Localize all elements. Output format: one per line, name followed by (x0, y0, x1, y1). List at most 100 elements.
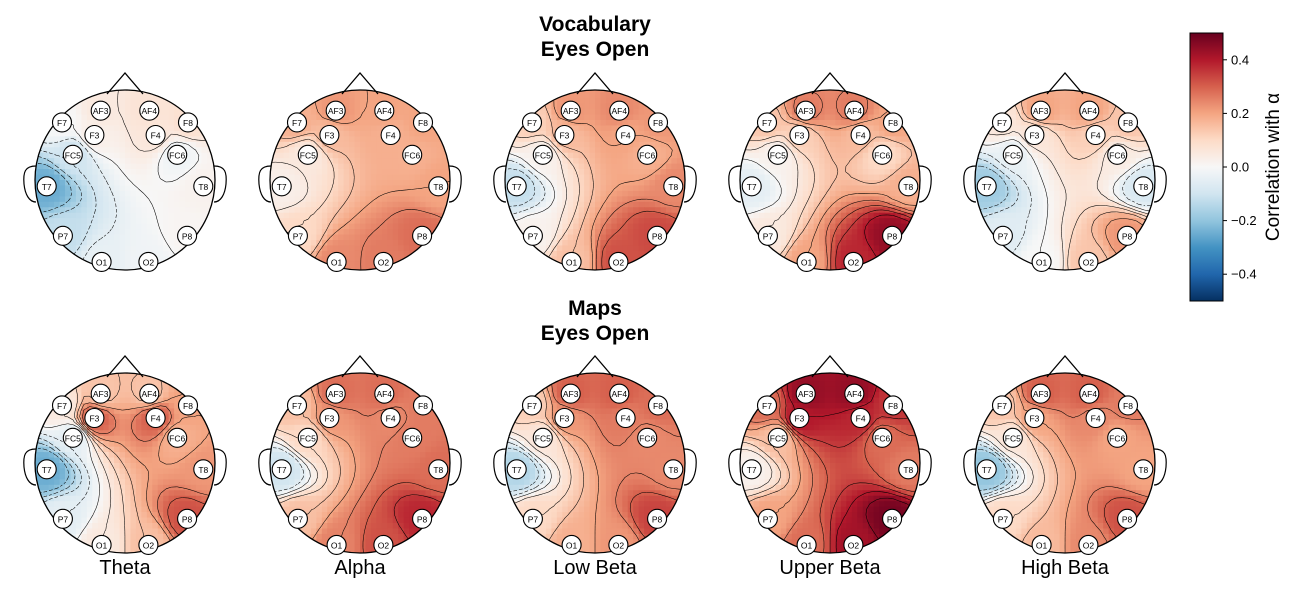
contour-line (335, 121, 339, 123)
topomap-cell (780, 207, 787, 214)
topomap-cell (808, 223, 815, 230)
topomap-cell (54, 158, 61, 165)
contour-line (94, 195, 97, 200)
panel-1-title-line-2: Eyes Open (541, 322, 650, 345)
topomap-cell (676, 196, 683, 203)
topomap-cell (157, 163, 164, 170)
topomap-cell (86, 218, 93, 225)
contour-line (67, 198, 71, 202)
topomap-cell (179, 185, 186, 192)
topomap-cell (573, 185, 580, 192)
topomap-cell (338, 212, 345, 219)
topomap-cell (125, 114, 132, 121)
topomap-cell (97, 163, 104, 170)
topomap-cell (786, 141, 793, 148)
contour-line (187, 144, 194, 149)
topomap-cell (780, 125, 787, 132)
topomap-cell (676, 136, 683, 143)
topomap-cell (753, 147, 760, 154)
topomap-cell (174, 130, 181, 137)
contour-line (799, 215, 801, 218)
topomap-cell (441, 190, 448, 197)
topomap-cell (387, 250, 394, 257)
topomap-cell (425, 190, 432, 197)
topomap-cell (556, 240, 563, 247)
topomap-cell (535, 130, 542, 137)
contour-line (832, 199, 839, 205)
topomap-cell (556, 114, 563, 121)
topomap-cell (791, 250, 798, 257)
topomap-cell (840, 250, 847, 257)
topomap-cell (152, 218, 159, 225)
topomap-cell (627, 207, 634, 214)
topomap-cell (556, 207, 563, 214)
topomap-cell (146, 185, 153, 192)
topomap-cell (764, 163, 771, 170)
topomap-cell (141, 245, 148, 252)
topomap-cell (354, 229, 361, 236)
topomap-cell (114, 114, 121, 121)
contour-line (606, 218, 609, 222)
topomap-cell (759, 174, 766, 181)
topomap-cell (589, 229, 596, 236)
topomap-cell (70, 120, 77, 127)
topomap-cell (633, 250, 640, 257)
contour-line (761, 207, 768, 210)
topomap-cell (103, 180, 110, 187)
topomap-cell (365, 267, 372, 270)
topomap-cell (119, 120, 126, 127)
topomap-cell (37, 136, 44, 143)
topomap-cell (895, 169, 902, 176)
topomap-cell (830, 250, 837, 257)
topomap-cell (791, 240, 798, 247)
topomap-cell (835, 114, 842, 121)
contour-line (564, 146, 571, 149)
topomap-cell (414, 250, 421, 257)
topomap-cell (605, 109, 612, 116)
contour-line (805, 122, 811, 125)
contour-line (613, 187, 616, 190)
topomap-cell (824, 261, 831, 268)
contour-line (521, 158, 525, 162)
topomap-cell (759, 190, 766, 197)
topomap-cell (895, 180, 902, 187)
topomap-cell (551, 261, 558, 268)
topomap-cell (595, 125, 602, 132)
topomap-cell (206, 174, 213, 181)
electrode-t8: T8 (193, 176, 214, 197)
topomap-cell (130, 92, 137, 99)
topomap-cell (135, 201, 142, 208)
topomap-cell (283, 207, 290, 214)
contour-line (532, 193, 535, 199)
topomap-cell (376, 185, 383, 192)
contour-line (51, 207, 57, 211)
contour-line (652, 211, 658, 213)
topomap-cell (278, 158, 285, 165)
topomap-cell (174, 174, 181, 181)
topomap-cell (430, 163, 437, 170)
topomap-cell (35, 185, 39, 192)
topomap-cell (884, 169, 891, 176)
topomap-cell (146, 212, 153, 219)
topomap-cell (578, 261, 585, 268)
topomap-cell (97, 223, 104, 230)
topomap-cell (163, 130, 170, 137)
topomap-cell (655, 218, 662, 225)
contour-line (908, 148, 912, 151)
topomap-cell (316, 212, 323, 219)
topomap-cell (857, 185, 864, 192)
topomap-cell (43, 229, 50, 236)
topomap-cell (37, 196, 44, 203)
topomap-cell (141, 130, 148, 137)
topomap-cell (775, 163, 782, 170)
topomap-cell (551, 240, 558, 247)
contour-line (820, 218, 823, 222)
contour-line (345, 155, 347, 157)
topomap-cell (518, 130, 525, 137)
topomap-cell (392, 201, 399, 208)
topomap-cell (551, 92, 558, 99)
topomap-cell (43, 125, 50, 132)
topomap-cell (381, 120, 388, 127)
contour-line (159, 177, 161, 179)
topomap-cell (879, 207, 886, 214)
